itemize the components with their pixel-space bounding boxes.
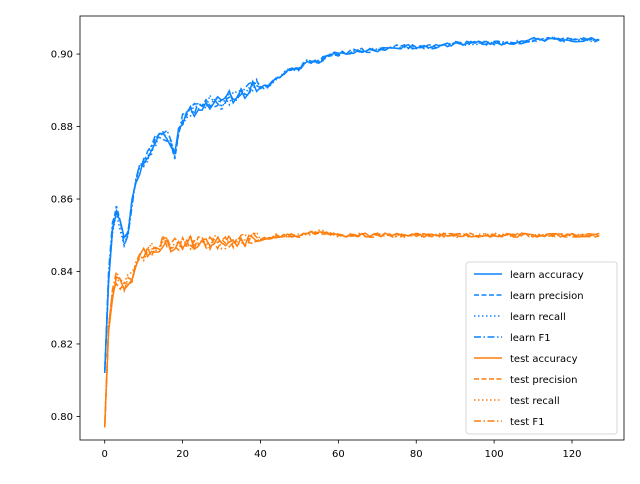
y-tick-label: 0.80 — [51, 412, 73, 423]
x-tick-label: 120 — [562, 449, 581, 460]
series-line-learn-accuracy — [103, 36, 600, 374]
legend-label: learn recall — [510, 312, 566, 323]
y-tick-label: 0.90 — [51, 50, 73, 61]
legend-label: learn F1 — [510, 333, 551, 344]
legend-label: learn accuracy — [510, 270, 584, 281]
y-tick-label: 0.86 — [51, 195, 73, 206]
x-axis: 0 20 40 60 80 100 120 — [102, 440, 582, 460]
legend-box — [465, 261, 618, 435]
series-line-test-f1 — [103, 231, 600, 428]
legend-label: test F1 — [510, 417, 545, 428]
x-tick-label: 0 — [102, 449, 108, 460]
x-tick-label: 40 — [254, 449, 267, 460]
x-tick-label: 100 — [485, 449, 504, 460]
legend-label: test accuracy — [510, 354, 578, 365]
y-tick-label: 0.88 — [51, 122, 73, 133]
series-layer — [103, 36, 600, 428]
x-tick-label: 80 — [410, 449, 423, 460]
y-tick-label: 0.84 — [51, 267, 73, 278]
plot-frame — [79, 15, 625, 441]
series-line-learn-f1 — [103, 36, 600, 374]
series-line-learn-precision — [103, 36, 600, 374]
x-tick-label: 20 — [176, 449, 189, 460]
y-tick-label: 0.82 — [51, 339, 73, 350]
legend-label: test precision — [510, 375, 578, 386]
x-tick-label: 60 — [332, 449, 345, 460]
y-axis: 0.80 0.82 0.84 0.86 0.88 0.90 — [51, 50, 80, 423]
legend: learn accuracy learn precision learn recal… — [465, 261, 618, 435]
series-line-test-recall — [103, 229, 600, 428]
series-line-learn-recall — [103, 36, 600, 374]
legend-label: test recall — [510, 396, 560, 407]
legend-label: learn precision — [510, 291, 584, 302]
